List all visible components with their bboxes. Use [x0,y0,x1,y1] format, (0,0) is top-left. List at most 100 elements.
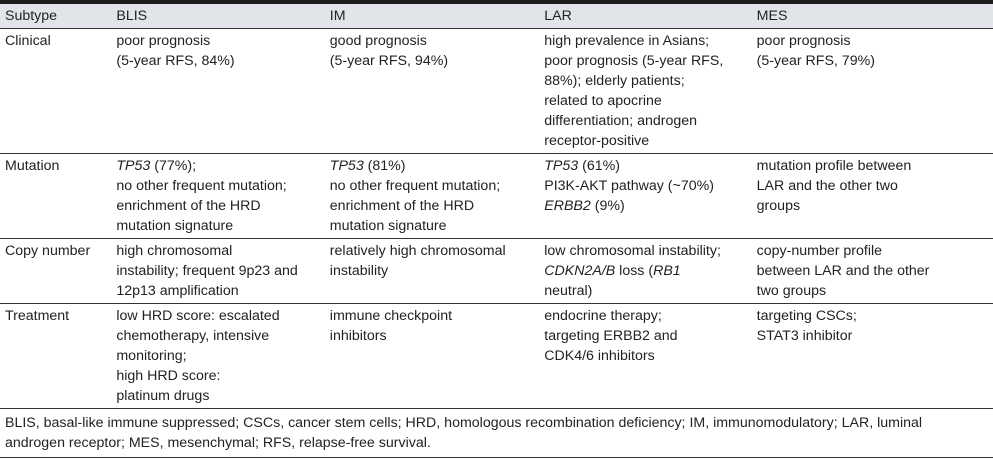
cell-line: TP53 (61%) [544,156,747,176]
cell-lar: TP53 (61%) PI3K-AKT pathway (~70%) ERBB2 (… [539,153,752,239]
cell-text: 12p13 amplification [116,283,239,299]
cell-im: good prognosis (5-year RFS, 94%) [324,28,540,154]
subtype-table: Subtype BLIS IM LAR MES Clinical poor pro… [0,4,993,408]
cell-line: low chromosomal instability; [544,241,747,261]
cell-text: endocrine therapy; [544,308,662,324]
cell-line: two groups [757,281,989,301]
cell-line: instability [330,261,535,281]
cell-text: monitoring; [116,348,187,364]
table-row: Clinical poor prognosis (5-year RFS, 84%) g… [0,28,993,154]
cell-text: (5-year RFS, 79%) [756,53,875,69]
cell-text: CDK4/6 inhibitors [544,348,655,364]
cell-line: low HRD score: escalated [116,306,320,326]
cell-line: receptor-positive [544,131,747,151]
cell-line: targeting CSCs; [757,306,989,326]
table-row: Treatment low HRD score: escalated chemoth… [0,303,993,408]
cell-lar: endocrine therapy; targeting ERBB2 and CDK… [539,303,752,408]
cell-line: immune checkpoint [330,306,535,326]
cell-line: mutation signature [116,216,320,236]
header-blis: BLIS [116,8,148,24]
cell-text: (9%) [590,198,625,214]
cell-line: poor prognosis [116,31,320,51]
cell-line: no other frequent mutation; [116,176,320,196]
cell-mes: poor prognosis (5-year RFS, 79%) [751,28,993,154]
cell-blis: low HRD score: escalated chemotherapy, in… [111,303,325,408]
cell-blis: TP53 (77%); no other frequent mutation; en… [111,153,325,239]
cell-line: between LAR and the other [757,261,989,281]
cell-line: relatively high chromosomal [330,241,535,261]
cell-text: (5-year RFS, 84%) [116,53,235,69]
gene-name: TP53 [544,158,579,174]
gene-name: CDKN2A/B [544,263,616,279]
cell-text: mutation signature [116,218,234,234]
cell-text: neutral) [544,283,593,299]
cell-line: copy-number profile [757,241,989,261]
cell-text: low chromosomal instability; [544,243,721,259]
cell-text: instability; frequent 9p23 and [116,263,298,279]
cell-line: STAT3 inhibitor [757,326,989,346]
cell-im: relatively high chromosomal instability [324,238,540,304]
cell-text: loss ( [615,263,654,279]
cell-text: mutation profile between [756,158,912,174]
cell-line: groups [757,196,989,216]
cell-line: 12p13 amplification [116,281,320,301]
cell-line: endocrine therapy; [544,306,747,326]
cell-line: ERBB2 (9%) [544,196,747,216]
cell-line: chemotherapy, intensive [116,326,320,346]
cell-im: TP53 (81%) no other frequent mutation; enr… [324,153,540,239]
cell-line: (5-year RFS, 79%) [757,51,989,71]
cell-line: targeting ERBB2 and [544,326,747,346]
cell-line: (5-year RFS, 94%) [330,51,535,71]
cell-text: STAT3 inhibitor [756,328,853,344]
cell-line: good prognosis [330,31,535,51]
cell-text: no other frequent mutation; [116,178,287,194]
cell-line: TP53 (77%); [116,156,320,176]
cell-line: neutral) [544,281,747,301]
cell-line: monitoring; [116,346,320,366]
cell-line: high HRD score: [116,366,320,386]
cell-text: related to apocrine [544,93,662,109]
cell-text: inhibitors [329,328,387,344]
cell-text: enrichment of the HRD [329,198,475,214]
cell-text: (81%) [363,158,406,174]
cell-text: enrichment of the HRD [116,198,261,214]
header-im: IM [329,8,346,24]
cell-text: high HRD score: [116,368,221,384]
cell-text: 88%); elderly patients; [544,73,685,89]
header-lar: LAR [544,8,572,24]
cell-text: chemotherapy, intensive [116,328,270,344]
cell-text: targeting ERBB2 and [544,328,678,344]
gene-name: ERBB2 [544,198,591,214]
cell-line: LAR and the other two [757,176,989,196]
cell-text: high chromosomal [116,243,233,259]
cell-line: mutation signature [330,216,535,236]
cell-text: two groups [756,283,827,299]
cell-text: instability [329,263,389,279]
cell-text: high prevalence in Asians; [544,33,710,49]
cell-text: (5-year RFS, 94%) [329,53,449,69]
table-row: Copy number high chromosomal instability; … [0,238,993,304]
cell-line: mutation profile between [757,156,989,176]
cell-text: differentiation; androgen [544,113,698,129]
cell-text: groups [756,198,801,214]
header-mes: MES [756,8,788,24]
cell-im: immune checkpoint inhibitors [324,303,540,408]
table-row: Mutation TP53 (77%); no other frequent mut… [0,153,993,239]
cell-text: no other frequent mutation; [329,178,501,194]
row-label: Copy number [0,238,112,304]
footnote-line: BLIS, basal-like immune suppressed; CSCs… [5,415,923,431]
cell-text: between LAR and the other [756,263,930,279]
cell-text: immune checkpoint [329,308,453,324]
cell-line: enrichment of the HRD [116,196,320,216]
cell-blis: high chromosomal instability; frequent 9p… [111,238,325,304]
cell-text: poor prognosis [116,33,211,49]
cell-blis: poor prognosis (5-year RFS, 84%) [111,28,325,154]
gene-name: RB1 [653,263,681,279]
cell-line: TP53 (81%) [330,156,535,176]
top-rule [0,0,993,4]
cell-text: copy-number profile [756,243,883,259]
cell-text: good prognosis [329,33,427,49]
gene-name: TP53 [329,158,364,174]
cell-line: CDK4/6 inhibitors [544,346,747,366]
header-subtype: Subtype [5,8,58,24]
